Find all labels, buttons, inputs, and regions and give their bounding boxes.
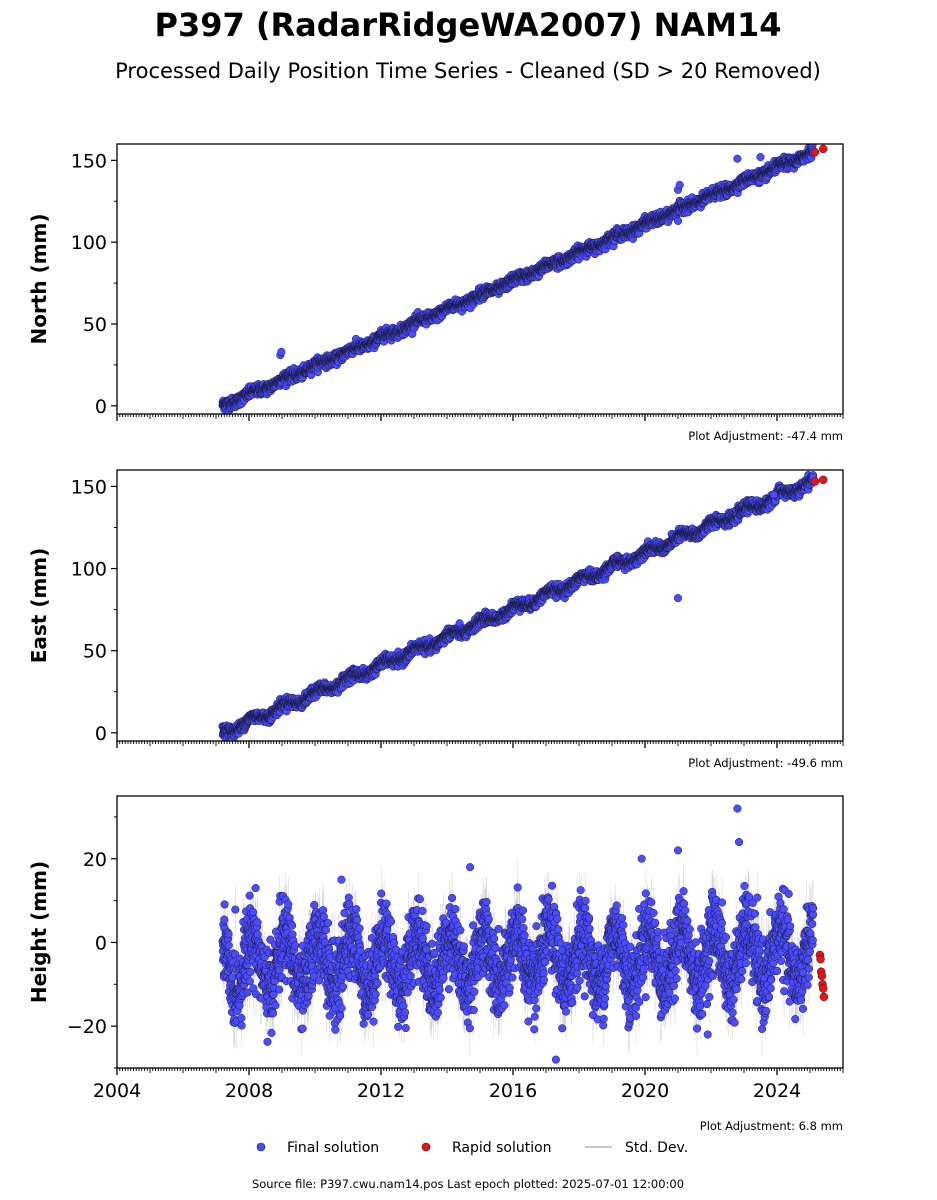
final-point — [673, 216, 683, 225]
y-tick-label: 0 — [95, 396, 107, 418]
chart-title: P397 (RadarRidgeWA2007) NAM14 — [154, 6, 781, 44]
north-plot-area — [218, 144, 828, 414]
y-tick-label: 50 — [83, 314, 107, 336]
final-point — [277, 347, 286, 356]
final-point — [756, 153, 765, 162]
rapid-point — [810, 147, 820, 157]
y-tick-label: 100 — [71, 232, 107, 254]
rapid-point — [818, 144, 828, 154]
final-point — [675, 180, 684, 189]
chart-subtitle: Processed Daily Position Time Series - C… — [115, 59, 821, 83]
y-tick-label: 150 — [71, 150, 107, 172]
north-final-points — [218, 144, 818, 414]
final-point — [733, 154, 742, 163]
